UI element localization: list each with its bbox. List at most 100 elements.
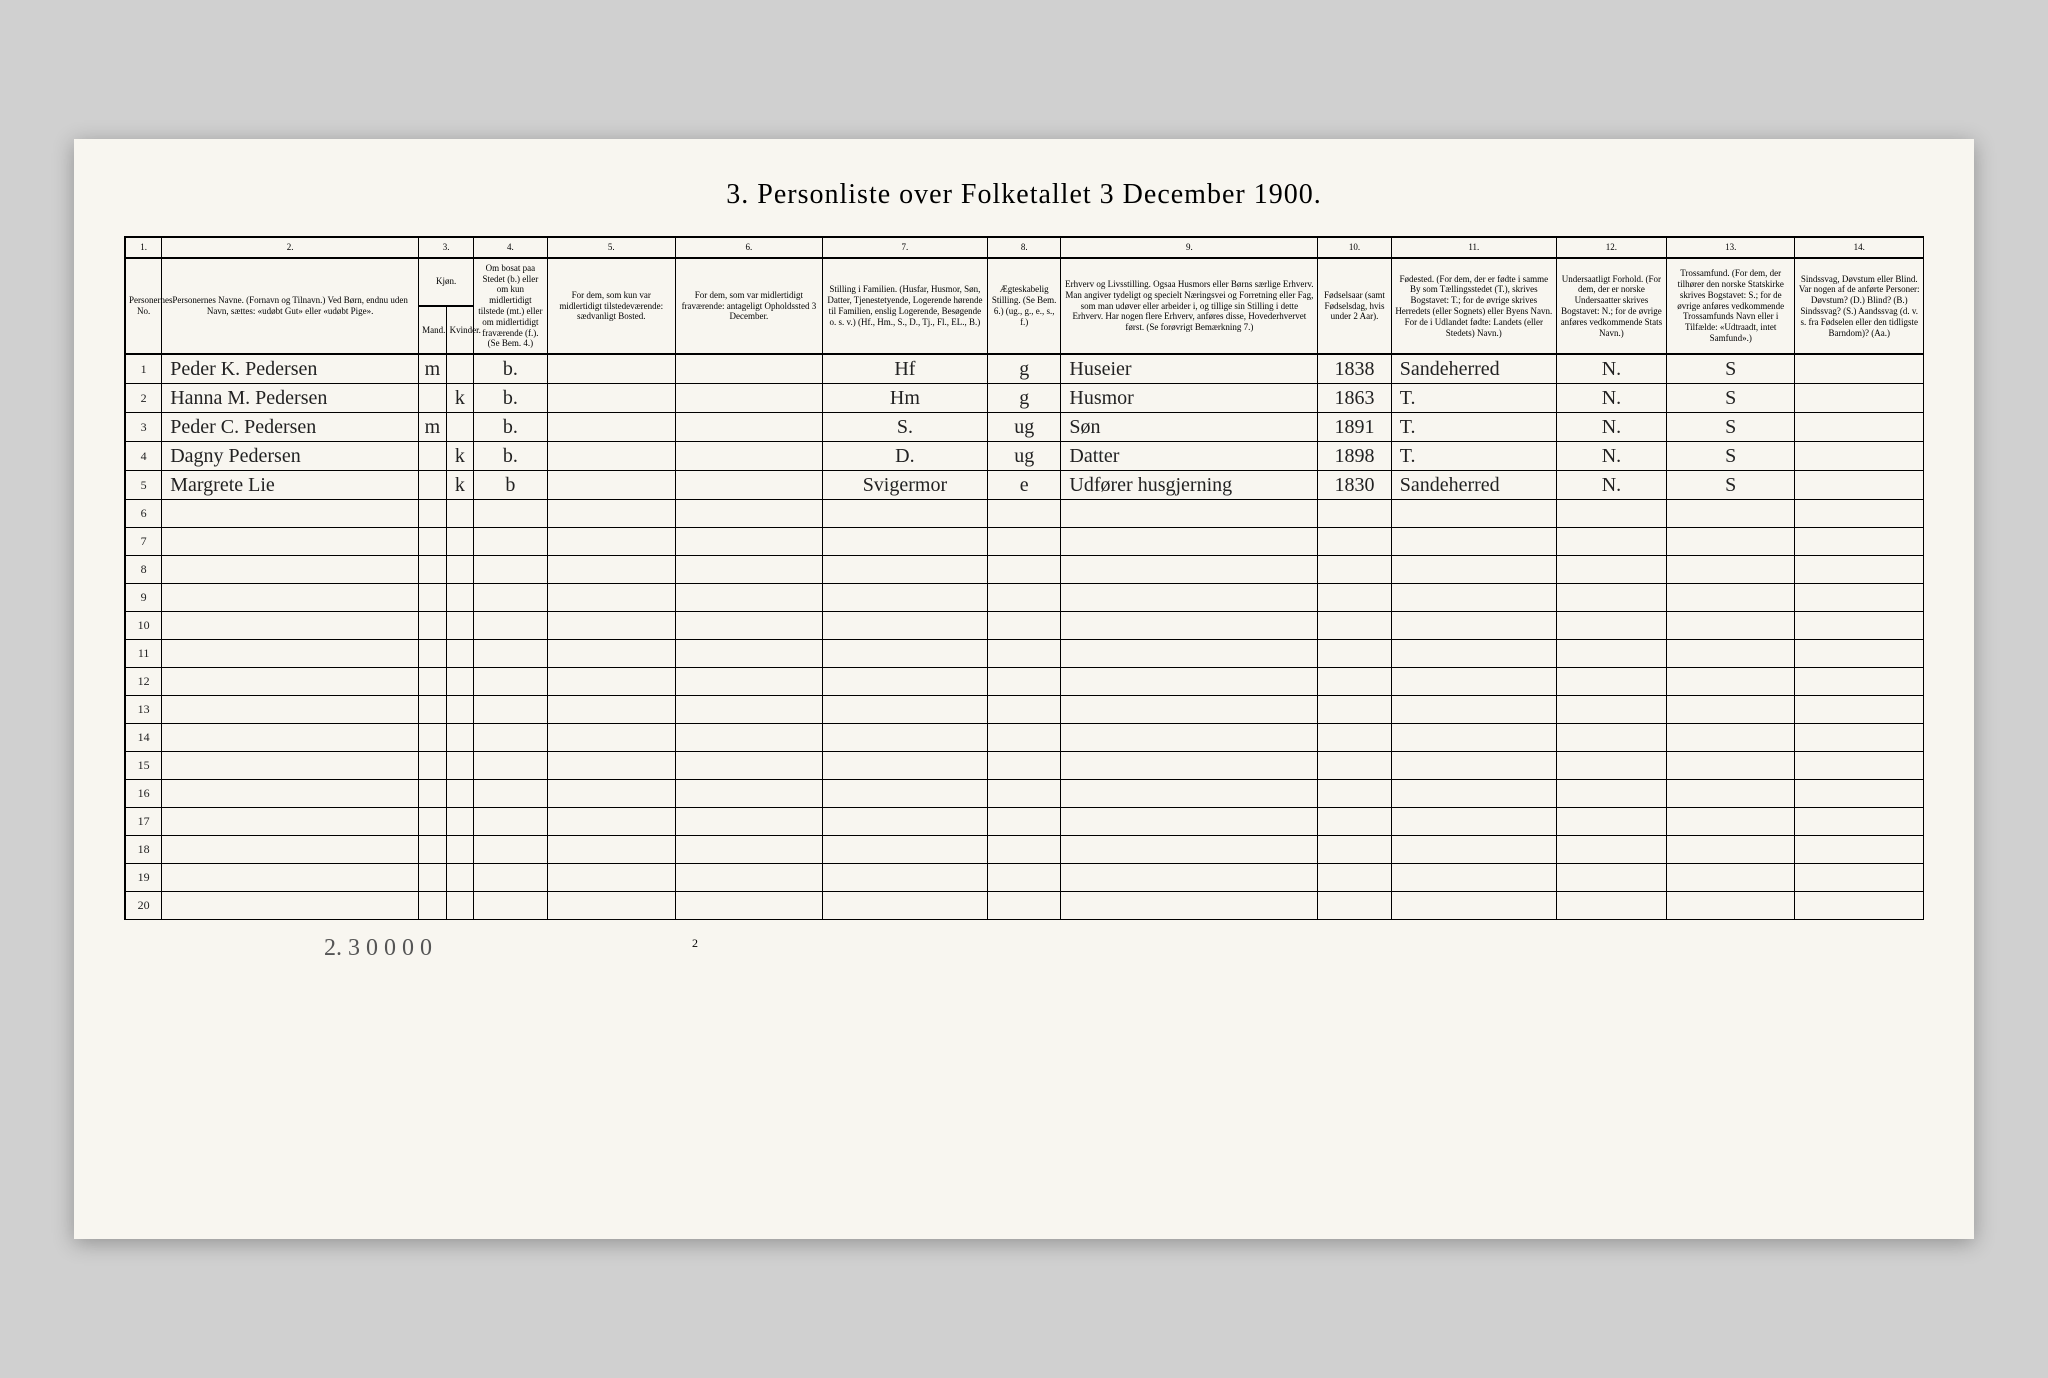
colnum-3: 3. (419, 237, 474, 258)
header-7: Stilling i Familien. (Husfar, Husmor, Sø… (822, 258, 987, 354)
table-row: 11 (125, 640, 1924, 668)
table-row: 17 (125, 808, 1924, 836)
col14 (1795, 384, 1924, 413)
row-number: 7 (125, 528, 162, 556)
sex-male: m (419, 354, 447, 384)
family-position: Svigermor (822, 471, 987, 500)
birth-year: 1898 (1318, 442, 1391, 471)
table-header: 1. 2. 3. 4. 5. 6. 7. 8. 9. 10. 11. 12. 1… (125, 237, 1924, 354)
colnum-1: 1. (125, 237, 162, 258)
colnum-14: 14. (1795, 237, 1924, 258)
colnum-7: 7. (822, 237, 987, 258)
row-number: 20 (125, 892, 162, 920)
person-name: Margrete Lie (162, 471, 419, 500)
header-5: For dem, som kun var midlertidigt tilste… (547, 258, 675, 354)
col14 (1795, 442, 1924, 471)
col5 (547, 471, 675, 500)
sex-male (419, 471, 447, 500)
religion: S (1666, 442, 1794, 471)
row-number: 10 (125, 612, 162, 640)
header-6: For dem, som var midlertidigt fraværende… (676, 258, 823, 354)
person-name: Peder C. Pedersen (162, 413, 419, 442)
person-name: Dagny Pedersen (162, 442, 419, 471)
table-row: 18 (125, 836, 1924, 864)
person-name: Peder K. Pedersen (162, 354, 419, 384)
birth-year: 1838 (1318, 354, 1391, 384)
birthplace: Sandeherred (1391, 354, 1556, 384)
page-title: 3. Personliste over Folketallet 3 Decemb… (124, 179, 1924, 211)
marital-status: ug (987, 413, 1060, 442)
row-number: 11 (125, 640, 162, 668)
col14 (1795, 413, 1924, 442)
occupation: Husmor (1061, 384, 1318, 413)
occupation: Huseier (1061, 354, 1318, 384)
marital-status: g (987, 384, 1060, 413)
residence-status: b (474, 471, 547, 500)
table-row: 4 Dagny Pedersen k b. D. ug Datter 1898 … (125, 442, 1924, 471)
table-row: 7 (125, 528, 1924, 556)
col14 (1795, 471, 1924, 500)
colnum-6: 6. (676, 237, 823, 258)
religion: S (1666, 471, 1794, 500)
header-3: Kjøn. (419, 258, 474, 306)
residence-status: b. (474, 384, 547, 413)
header-13: Trossamfund. (For dem, der tilhører den … (1666, 258, 1794, 354)
col6 (676, 413, 823, 442)
header-10: Fødselsaar (samt Fødselsdag, hvis under … (1318, 258, 1391, 354)
header-14: Sindssvag, Døvstum eller Blind. Var noge… (1795, 258, 1924, 354)
sex-male (419, 384, 447, 413)
sex-male: m (419, 413, 447, 442)
table-row: 16 (125, 780, 1924, 808)
table-row: 10 (125, 612, 1924, 640)
col5 (547, 442, 675, 471)
table-row: 19 (125, 864, 1924, 892)
row-number: 4 (125, 442, 162, 471)
row-number: 3 (125, 413, 162, 442)
nationality: N. (1556, 413, 1666, 442)
table-row: 13 (125, 696, 1924, 724)
person-name: Hanna M. Pedersen (162, 384, 419, 413)
nationality: N. (1556, 354, 1666, 384)
row-number: 15 (125, 752, 162, 780)
family-position: S. (822, 413, 987, 442)
table-row: 3 Peder C. Pedersen m b. S. ug Søn 1891 … (125, 413, 1924, 442)
table-row: 14 (125, 724, 1924, 752)
col5 (547, 384, 675, 413)
header-8: Ægteskabelig Stilling. (Se Bem. 6.) (ug.… (987, 258, 1060, 354)
row-number: 19 (125, 864, 162, 892)
occupation: Søn (1061, 413, 1318, 442)
col6 (676, 442, 823, 471)
colnum-8: 8. (987, 237, 1060, 258)
religion: S (1666, 354, 1794, 384)
religion: S (1666, 384, 1794, 413)
marital-status: g (987, 354, 1060, 384)
row-number: 8 (125, 556, 162, 584)
colnum-9: 9. (1061, 237, 1318, 258)
sex-female: k (446, 471, 474, 500)
col6 (676, 384, 823, 413)
row-number: 12 (125, 668, 162, 696)
table-row: 9 (125, 584, 1924, 612)
nationality: N. (1556, 442, 1666, 471)
row-number: 14 (125, 724, 162, 752)
table-row: 20 (125, 892, 1924, 920)
occupation: Datter (1061, 442, 1318, 471)
colnum-12: 12. (1556, 237, 1666, 258)
header-3b: Kvinder. (446, 306, 474, 354)
row-number: 17 (125, 808, 162, 836)
table-row: 5 Margrete Lie k b Svigermor e Udfører h… (125, 471, 1924, 500)
birth-year: 1830 (1318, 471, 1391, 500)
header-9: Erhverv og Livsstilling. Ogsaa Husmors e… (1061, 258, 1318, 354)
colnum-5: 5. (547, 237, 675, 258)
header-12: Undersaatligt Forhold. (For dem, der er … (1556, 258, 1666, 354)
census-table: 1. 2. 3. 4. 5. 6. 7. 8. 9. 10. 11. 12. 1… (124, 236, 1924, 920)
header-3a: Mand. (419, 306, 447, 354)
col6 (676, 354, 823, 384)
residence-status: b. (474, 442, 547, 471)
sex-male (419, 442, 447, 471)
header-4: Om bosat paa Stedet (b.) eller om kun mi… (474, 258, 547, 354)
header-1: Personernes No. (125, 258, 162, 354)
colnum-13: 13. (1666, 237, 1794, 258)
bottom-handwriting: 2. 3 0 0 0 0 (124, 935, 432, 962)
table-row: 12 (125, 668, 1924, 696)
